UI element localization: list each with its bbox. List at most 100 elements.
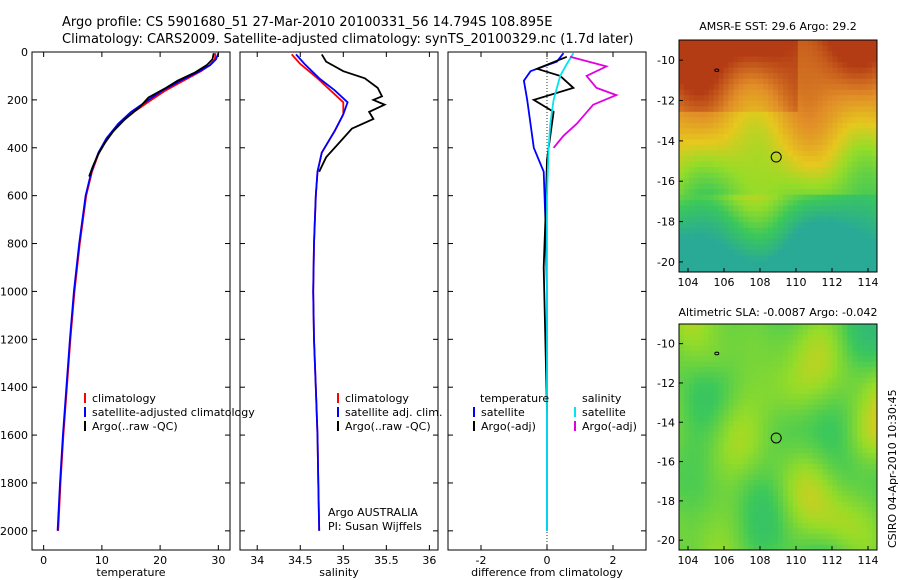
heatmap-cell	[733, 388, 739, 395]
heatmap-cell	[763, 361, 769, 368]
heatmap-cell	[867, 111, 873, 118]
heatmap-cell	[748, 447, 754, 454]
heatmap-cell	[842, 485, 848, 492]
x-tick-label: 34	[250, 554, 264, 567]
heatmap-cell	[847, 334, 853, 341]
heatmap-cell	[832, 350, 838, 357]
heatmap-cell	[753, 340, 759, 347]
heatmap-cell	[718, 45, 725, 52]
heatmap-cell	[733, 73, 739, 80]
heatmap-cell	[703, 393, 710, 400]
heatmap-cell	[837, 111, 843, 118]
heatmap-cell	[683, 144, 690, 152]
heatmap-cell	[827, 161, 834, 168]
heatmap-cell	[812, 501, 819, 508]
heatmap-cell	[693, 393, 700, 400]
heatmap-cell	[743, 222, 749, 229]
heatmap-cell	[679, 156, 685, 163]
heatmap-cell	[679, 329, 685, 336]
heatmap-cell	[817, 249, 824, 257]
heatmap-cell	[718, 442, 725, 449]
heatmap-cell	[837, 167, 843, 174]
heatmap-cell	[708, 334, 715, 341]
heatmap-cell	[802, 533, 809, 540]
heatmap-cell	[773, 95, 779, 102]
heatmap-cell	[703, 106, 710, 113]
heatmap-cell	[763, 161, 769, 168]
heatmap-cell	[728, 84, 735, 91]
heatmap-cell	[768, 501, 774, 508]
heatmap-cell	[773, 183, 779, 190]
heatmap-cell	[738, 404, 744, 411]
heatmap-cell	[733, 361, 739, 368]
heatmap-cell	[832, 205, 838, 212]
x-axis-label: salinity	[319, 566, 359, 579]
heatmap-cell	[857, 350, 863, 357]
heatmap-cell	[768, 150, 774, 157]
heatmap-cell	[817, 62, 824, 69]
heatmap-cell	[792, 415, 799, 422]
heatmap-cell	[867, 388, 873, 395]
heatmap-cell	[683, 463, 690, 470]
heatmap-cell	[797, 383, 804, 390]
heatmap-cell	[847, 345, 853, 352]
heatmap-cell	[743, 410, 749, 417]
heatmap-cell	[778, 420, 784, 427]
heatmap-cell	[728, 139, 735, 146]
heatmap-cell	[792, 404, 799, 411]
heatmap-cell	[792, 324, 799, 330]
heatmap-cell	[812, 437, 819, 443]
heatmap-cell	[738, 367, 744, 374]
heatmap-cell	[817, 431, 824, 438]
heatmap-cell	[812, 178, 819, 185]
heatmap-cell	[827, 167, 834, 174]
heatmap-cell	[758, 496, 764, 503]
heatmap-cell	[703, 324, 710, 330]
heatmap-cell	[778, 447, 784, 454]
heatmap-cell	[782, 372, 789, 379]
heatmap-cell	[773, 437, 779, 443]
heatmap-cell	[872, 356, 877, 363]
heatmap-cell	[787, 189, 794, 196]
heatmap-cell	[748, 367, 754, 374]
heatmap-cell	[723, 329, 730, 336]
heatmap-cell	[688, 95, 695, 102]
heatmap-cell	[718, 122, 725, 129]
heatmap-cell	[753, 244, 759, 251]
heatmap-cell	[768, 420, 774, 427]
heatmap-cell	[832, 329, 838, 336]
heatmap-cell	[787, 345, 794, 352]
heatmap-cell	[817, 345, 824, 352]
heatmap-cell	[768, 350, 774, 357]
heatmap-cell	[768, 490, 774, 497]
heatmap-cell	[867, 415, 873, 422]
heatmap-cell	[782, 361, 789, 368]
heatmap-cell	[713, 216, 720, 223]
heatmap-cell	[693, 216, 700, 223]
heatmap-cell	[738, 453, 744, 460]
heatmap-cell	[842, 194, 848, 201]
heatmap-cell	[773, 67, 779, 74]
heatmap-cell	[723, 453, 730, 460]
heatmap-cell	[718, 410, 725, 417]
heatmap-cell	[778, 167, 784, 174]
heatmap-cell	[812, 410, 819, 417]
heatmap-cell	[872, 167, 877, 174]
heatmap-cell	[792, 122, 799, 129]
heatmap-cell	[713, 447, 720, 454]
heatmap-cell	[778, 544, 784, 550]
heatmap-cell	[768, 249, 774, 257]
heatmap-cell	[847, 183, 853, 190]
heatmap-cell	[812, 249, 819, 257]
heatmap-cell	[728, 189, 735, 196]
heatmap-cell	[748, 260, 754, 268]
heatmap-cell	[852, 512, 858, 519]
heatmap-cell	[753, 361, 759, 368]
heatmap-cell	[679, 345, 685, 352]
heatmap-cell	[842, 189, 848, 196]
heatmap-cell	[807, 266, 814, 272]
heatmap-cell	[768, 100, 774, 107]
heatmap-cell	[797, 539, 804, 546]
heatmap-cell	[708, 388, 715, 395]
heatmap-cell	[792, 431, 799, 438]
